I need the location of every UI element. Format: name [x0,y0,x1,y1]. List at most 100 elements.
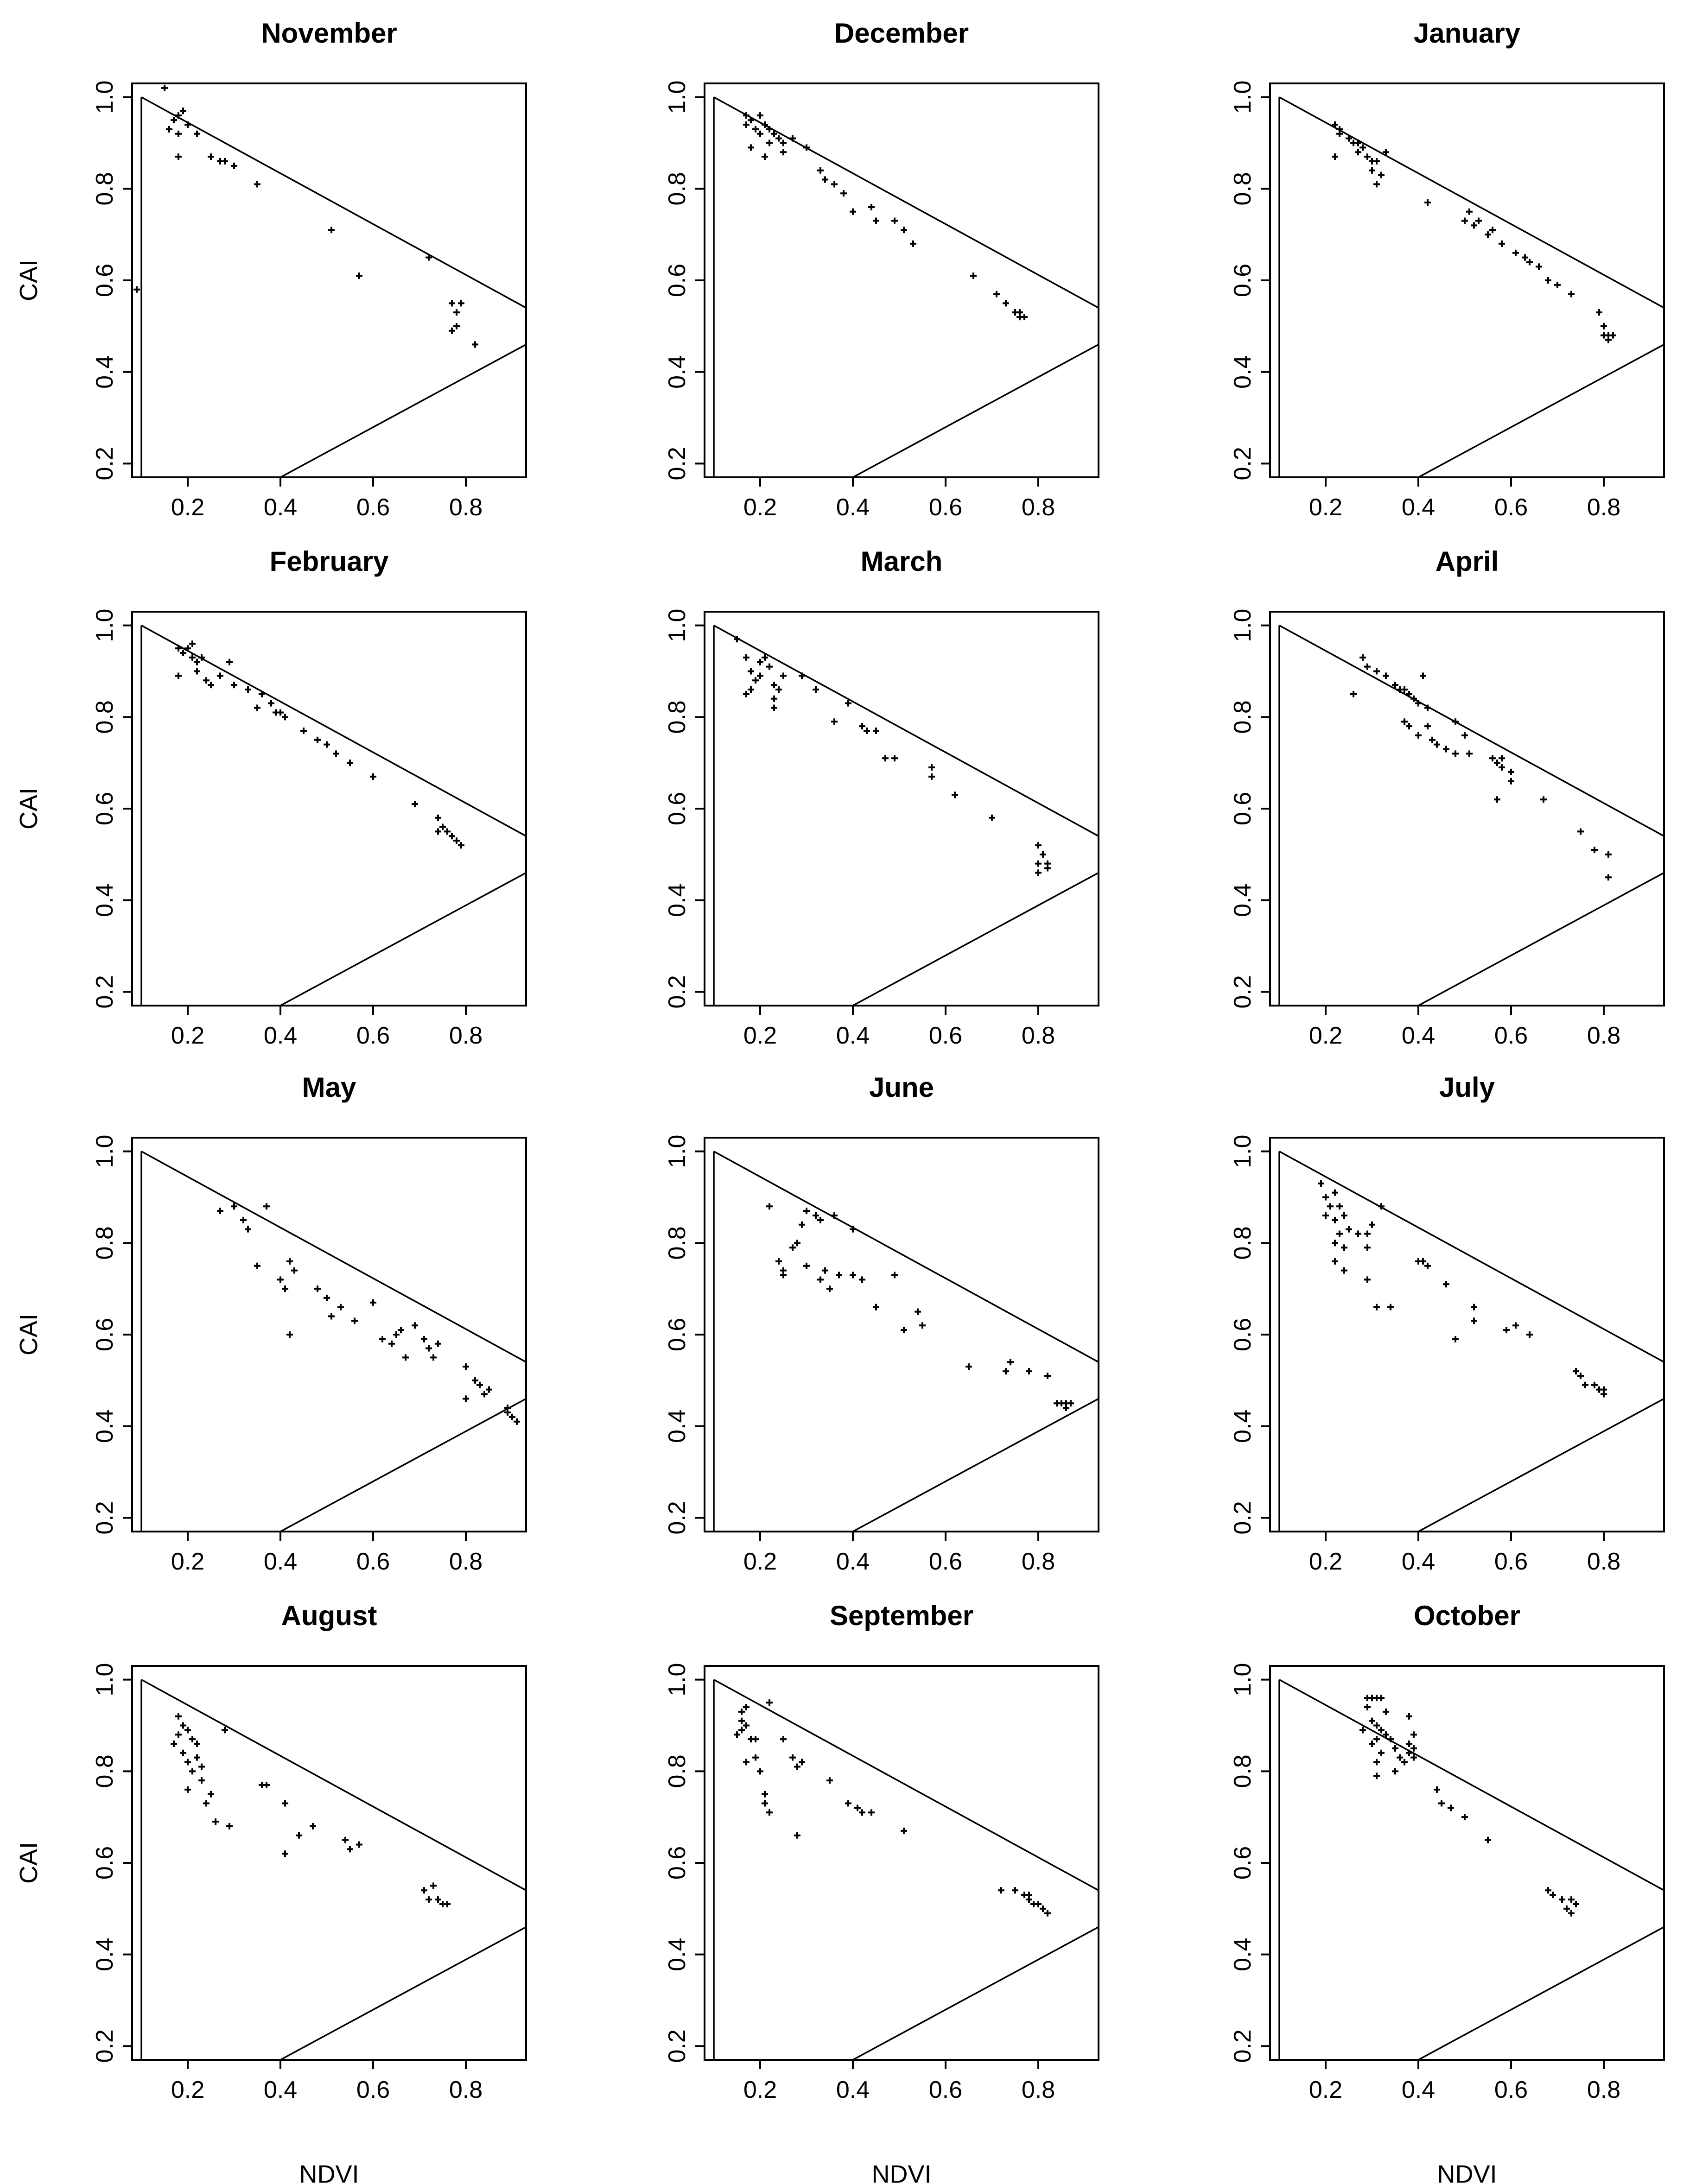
data-point [370,1299,376,1306]
data-point [1508,768,1514,775]
y-tick-label: 0.6 [91,792,118,825]
data-point [356,1841,362,1848]
data-point [1373,1722,1380,1729]
y-tick-label: 0.6 [664,792,691,825]
x-tick-label: 0.2 [743,1548,777,1575]
data-point [277,1276,284,1283]
y-tick-label: 0.4 [664,1938,691,1971]
y-tick-label: 1.0 [1229,81,1256,114]
data-point [743,1703,750,1710]
data-point [1364,1230,1371,1237]
plot-frame [131,82,527,478]
data-point [901,227,907,234]
data-point [1568,1910,1575,1917]
data-point [379,1336,386,1342]
x-tick-label: 0.8 [1587,1022,1620,1049]
panel-march: March 0.2 0.4 0.6 0.8 0.2 0.4 0.6 0.8 1.0 [664,546,1099,1049]
data-point [882,755,889,762]
data-point [133,286,140,293]
data-point [1332,1258,1338,1265]
y-tick-label: 0.4 [1229,884,1256,917]
upper-boundary-line [141,1679,526,1891]
x-tick-label: 0.2 [743,494,777,521]
data-point [1378,1203,1385,1210]
data-point [1383,672,1389,679]
x-tick-label: 0.4 [1402,1548,1435,1575]
data-point [813,1212,819,1219]
data-point [1591,1381,1598,1388]
y-tick-label: 0.2 [1229,975,1256,1008]
x-tick-label: 0.6 [1494,1022,1528,1049]
lower-boundary-line [852,872,1099,1006]
data-point [794,1832,800,1839]
data-point [826,1777,833,1784]
x-tick-label: 0.4 [264,1548,297,1575]
data-point [370,773,376,780]
data-point [771,704,777,711]
data-point [226,658,233,665]
data-point [1434,741,1440,748]
data-point [291,1267,298,1274]
y-tick-label: 0.2 [91,2029,118,2063]
data-point [1410,695,1417,702]
x-tick-label: 0.6 [1494,1548,1528,1575]
data-point [435,1896,441,1903]
x-axis-label: NDVI [299,2160,359,2184]
data-point [1364,663,1371,670]
lower-boundary-line [280,1926,526,2060]
data-point [175,130,182,137]
x-tick-label: 0.2 [171,2076,204,2103]
data-point [430,1354,437,1361]
data-point [1378,1695,1385,1702]
data-point [254,181,260,188]
data-point [831,181,838,188]
data-point [1406,1741,1412,1747]
upper-boundary-line [141,96,526,309]
data-point [1526,259,1533,266]
data-point [1355,149,1361,156]
data-point [1332,1240,1338,1247]
y-tick-label: 0.4 [664,355,691,389]
panel-april: April 0.2 0.4 0.6 0.8 0.2 0.4 0.6 0.8 1.0 [1229,546,1665,1049]
data-point [891,1272,898,1279]
data-point [789,135,796,142]
panel-july: July 0.2 0.4 0.6 0.8 0.2 0.4 0.6 0.8 1.0 [1229,1072,1665,1575]
data-point [1526,1331,1533,1338]
panel-title: October [1414,1600,1520,1631]
data-point [873,1304,879,1310]
data-point [1040,1905,1046,1912]
data-point [1410,1745,1417,1752]
x-tick-label: 0.2 [171,1022,204,1049]
y-tick-label: 0.2 [91,447,118,480]
plot-frame [1269,82,1665,478]
y-axis-label: CAI [15,1842,43,1884]
y-tick-label: 0.8 [91,1226,118,1260]
y-tick-label: 0.2 [664,447,691,480]
data-point [1601,323,1607,329]
data-point [734,1731,740,1738]
x-tick-label: 0.2 [743,2076,777,2103]
data-point [803,1208,810,1215]
x-tick-label: 0.2 [1309,1548,1342,1575]
data-point [273,709,279,716]
data-point [752,1754,759,1761]
lower-boundary-line [852,1398,1099,1532]
data-point [1346,135,1352,142]
data-point [1373,1759,1380,1766]
panel-title: May [302,1072,356,1103]
data-point [743,654,750,661]
data-point [1397,1754,1403,1761]
y-tick-label: 0.2 [664,975,691,1008]
data-point [734,636,740,643]
x-tick-label: 0.6 [1494,2076,1528,2103]
data-point [817,1276,824,1283]
data-point [430,1882,437,1889]
data-point [836,1272,842,1279]
data-point [1035,1900,1042,1907]
x-tick-label: 0.2 [171,494,204,521]
data-point [1420,672,1426,679]
data-point [1591,846,1598,853]
data-point [989,814,995,821]
data-point [1448,1804,1454,1811]
data-point [1369,1221,1375,1228]
